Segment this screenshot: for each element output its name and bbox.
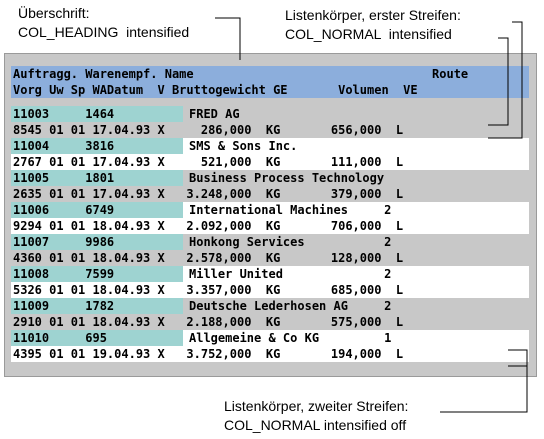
list-item-line1: 11005 1801 Business Process Technology	[11, 170, 529, 186]
list-item-line2: 4360 01 01 18.04.93 X 2.578,000 KG 128,0…	[11, 250, 529, 266]
order-key-text: 11007 9986	[13, 235, 151, 249]
shipment-detail-text: 5326 01 01 18.04.93 X 3.357,000 KG 685,0…	[13, 283, 404, 297]
callout-stripe2-label: Listenkörper, zweiter Streifen: COL_NORM…	[224, 398, 409, 433]
heading-spacer	[11, 98, 529, 106]
row-background	[11, 282, 529, 298]
customer-name-text: FRED AG	[189, 107, 240, 121]
key-cell-background	[11, 106, 183, 122]
key-cell-background	[11, 234, 183, 250]
order-key-text: 11009 1782	[13, 299, 151, 313]
shipment-detail-text: 2635 01 01 17.04.93 X 3.248,000 KG 379,0…	[13, 187, 404, 201]
list-item-line1: 11007 9986 Honkong Services 2	[11, 234, 529, 250]
row-background	[11, 346, 529, 362]
heading-text-1: Auftragg. Warenempf. Name Route	[13, 67, 469, 81]
list-item-line1: 11010 695 Allgemeine & Co KG 1	[11, 330, 529, 346]
list-body: 11003 1464 FRED AG 8545 01 01 17.04.93 X …	[11, 106, 529, 362]
list-item-line2: 4395 01 01 19.04.93 X 3.752,000 KG 194,0…	[11, 346, 529, 362]
order-key-text: 11003 1464	[13, 107, 151, 121]
list-item-line2: 9294 01 01 18.04.93 X 2.092,000 KG 706,0…	[11, 218, 529, 234]
order-key-text: 11008 7599	[13, 267, 151, 281]
row-background	[11, 122, 529, 138]
shipment-detail-text: 4360 01 01 18.04.93 X 2.578,000 KG 128,0…	[13, 251, 404, 265]
callout-heading-label: Überschrift: COL_HEADING intensified	[18, 5, 190, 40]
key-cell-background	[11, 298, 183, 314]
customer-name-text: Allgemeine & Co KG 1	[189, 331, 392, 345]
list-item-line2: 8545 01 01 17.04.93 X 286,000 KG 656,000…	[11, 122, 529, 138]
shipment-detail-text: 2767 01 01 17.04.93 X 521,000 KG 111,000…	[13, 155, 404, 169]
row-background	[11, 154, 529, 170]
list-item-line1: 11008 7599 Miller United 2	[11, 266, 529, 282]
key-cell-background	[11, 170, 183, 186]
order-key-text: 11005 1801	[13, 171, 151, 185]
customer-name-text: International Machines 2	[189, 203, 392, 217]
customer-name-text: Miller United 2	[189, 267, 392, 281]
order-key-text: 11004 3816	[13, 139, 151, 153]
list-item-line2: 5326 01 01 18.04.93 X 3.357,000 KG 685,0…	[11, 282, 529, 298]
key-cell-background	[11, 330, 183, 346]
customer-name-text: Deutsche Lederhosen AG 2	[189, 299, 392, 313]
shipment-detail-text: 2910 01 01 18.04.93 X 2.188,000 KG 575,0…	[13, 315, 404, 329]
shipment-detail-text: 9294 01 01 18.04.93 X 2.092,000 KG 706,0…	[13, 219, 404, 233]
list-item-line1: 11003 1464 FRED AG	[11, 106, 529, 122]
list-item-line1: 11006 6749 International Machines 2	[11, 202, 529, 218]
row-background	[11, 186, 529, 202]
list-item-line2: 2635 01 01 17.04.93 X 3.248,000 KG 379,0…	[11, 186, 529, 202]
row-background	[11, 218, 529, 234]
shipment-detail-text: 8545 01 01 17.04.93 X 286,000 KG 656,000…	[13, 123, 404, 137]
callout-stripe1-label: Listenkörper, erster Streifen: COL_NORMA…	[285, 7, 461, 42]
heading-text-2: Vorg Uw Sp WADatum V Bruttogewicht GE Vo…	[13, 83, 418, 97]
heading-row-1: Auftragg. Warenempf. Name Route	[11, 66, 529, 82]
shipment-detail-text: 4395 01 01 19.04.93 X 3.752,000 KG 194,0…	[13, 347, 404, 361]
row-background	[11, 250, 529, 266]
key-cell-background	[11, 266, 183, 282]
customer-name-text: SMS & Sons Inc.	[189, 139, 298, 153]
list-item-line1: 11004 3816 SMS & Sons Inc.	[11, 138, 529, 154]
list-item-line2: 2767 01 01 17.04.93 X 521,000 KG 111,000…	[11, 154, 529, 170]
heading-row-2: Vorg Uw Sp WADatum V Bruttogewicht GE Vo…	[11, 82, 529, 98]
key-cell-background	[11, 138, 183, 154]
list-grid: Auftragg. Warenempf. Name Route Vorg Uw …	[11, 66, 529, 362]
order-key-text: 11006 6749	[13, 203, 151, 217]
key-cell-background	[11, 202, 183, 218]
list-item-line1: 11009 1782 Deutsche Lederhosen AG 2	[11, 298, 529, 314]
row-background	[11, 314, 529, 330]
order-key-text: 11010 695	[13, 331, 151, 345]
list-item-line2: 2910 01 01 18.04.93 X 2.188,000 KG 575,0…	[11, 314, 529, 330]
customer-name-text: Honkong Services 2	[189, 235, 392, 249]
customer-name-text: Business Process Technology	[189, 171, 385, 185]
